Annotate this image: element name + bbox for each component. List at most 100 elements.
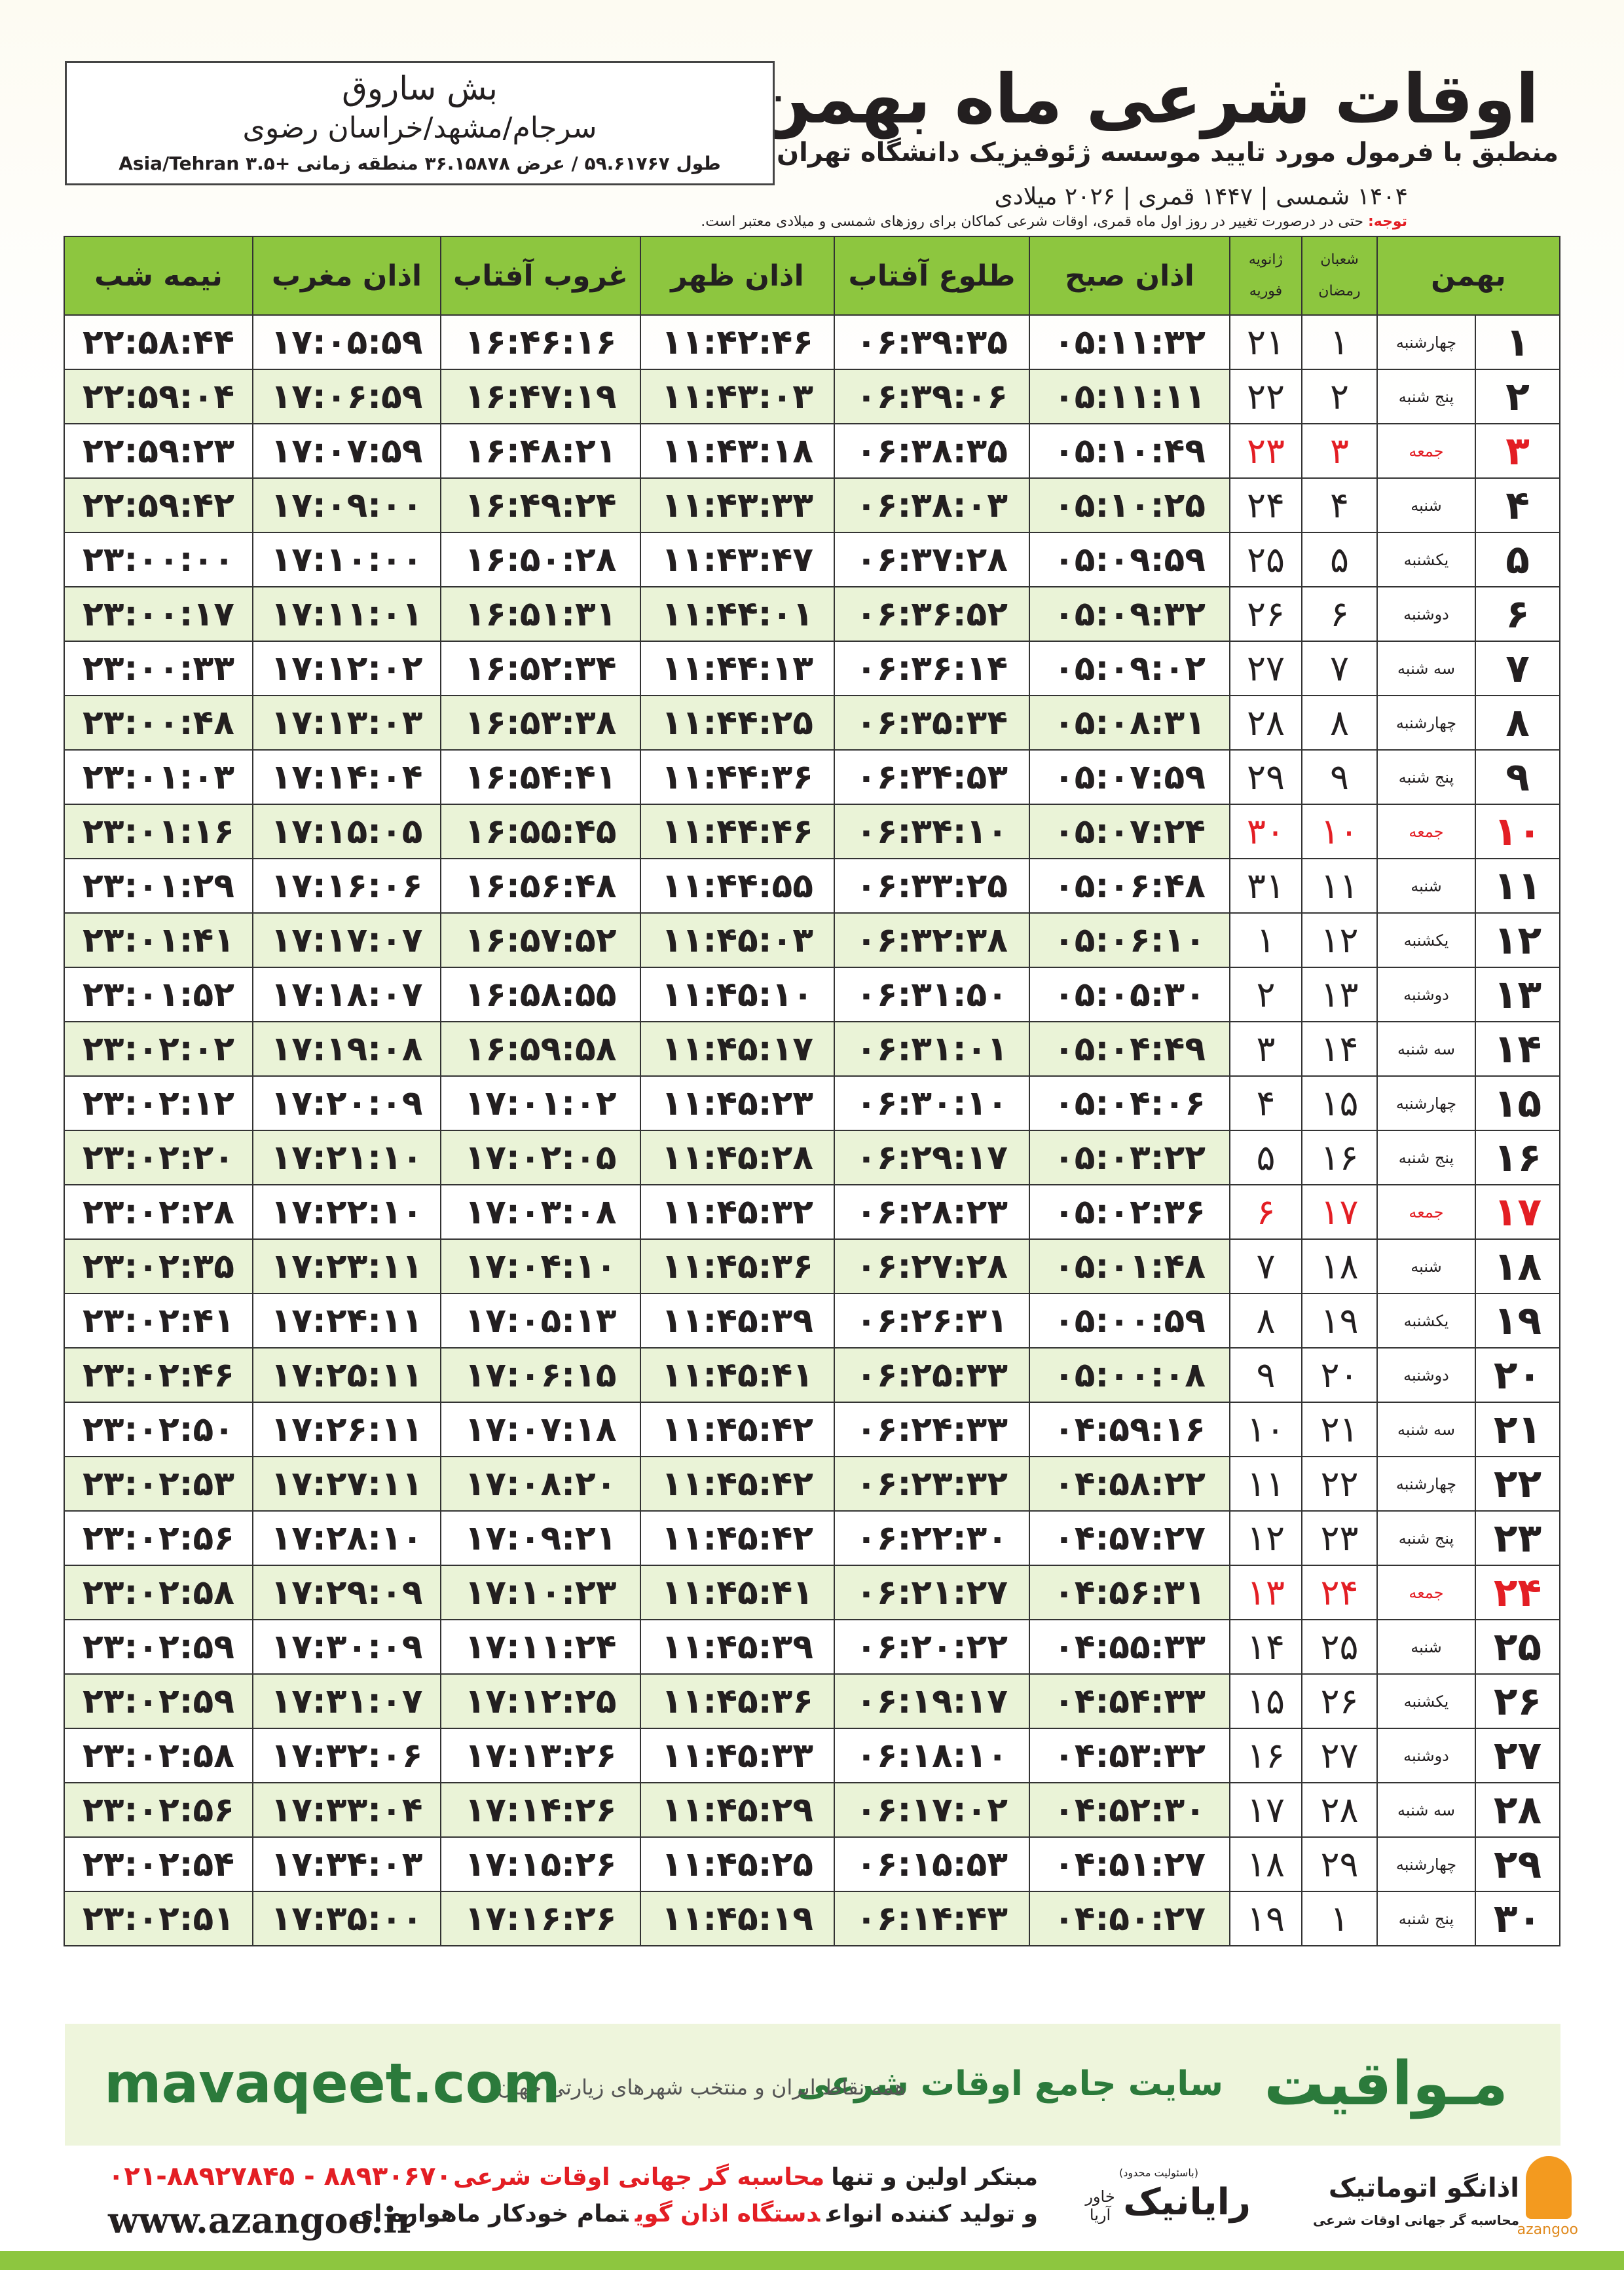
text: و تولید کننده انواع bbox=[826, 2201, 1038, 2227]
cell: ۲۹ bbox=[1475, 1836, 1560, 1892]
cell: ۱۱:۴۳:۴۷ bbox=[639, 532, 835, 587]
cell: ۱۶ bbox=[1475, 1130, 1560, 1185]
cell: ۲۸ bbox=[1301, 1782, 1378, 1838]
cell: ۱۱:۴۴:۰۱ bbox=[639, 586, 835, 642]
cell: ۲۴ bbox=[1475, 1565, 1560, 1620]
cell: ۱۷:۱۶:۰۶ bbox=[251, 858, 441, 914]
cell: ۱۴ bbox=[1228, 1619, 1302, 1675]
header-text: اذان ظهر bbox=[671, 259, 804, 293]
site-url[interactable]: mavaqeet.com bbox=[104, 2051, 561, 2115]
cell: ۰۵:۰۶:۱۰ bbox=[1028, 912, 1230, 968]
cell: چهارشنبه bbox=[1376, 314, 1477, 370]
table-row: ۱۱ شنبه ۱۱ ۳۱ ۰۵:۰۶:۴۸ ۰۶:۳۳:۲۵ ۱۱:۴۴:۵۵ ۱۶:۵۶:… bbox=[63, 858, 1560, 914]
cell: ۰۶:۲۲:۳۰ bbox=[833, 1510, 1030, 1566]
cell: ۱۰ bbox=[1301, 804, 1378, 859]
cell: چهارشنبه bbox=[1376, 695, 1477, 751]
cell: ۱۷:۱۳:۰۳ bbox=[251, 695, 441, 751]
cell: ۱۱:۴۵:۲۹ bbox=[639, 1782, 835, 1838]
text: مبتکر اولین و تنها bbox=[831, 2164, 1038, 2191]
cell: ۱۶:۵۵:۴۵ bbox=[439, 804, 641, 859]
cell: ۰۶:۳۸:۰۳ bbox=[833, 477, 1030, 533]
cell: ۰۶:۳۸:۳۵ bbox=[833, 423, 1030, 479]
cell: ۱۱:۴۵:۱۹ bbox=[639, 1891, 835, 1946]
table-row: ۱ چهارشنبه ۱ ۲۱ ۰۵:۱۱:۳۲ ۰۶:۳۹:۳۵ ۱۱:۴۲:۴۶ ۱۶:۴… bbox=[63, 314, 1560, 370]
column-header: اذان صبح bbox=[1028, 236, 1230, 316]
cell: ۱ bbox=[1301, 1891, 1378, 1946]
column-header: شعبان رمضان bbox=[1301, 236, 1378, 316]
cell: دوشنبه bbox=[1376, 586, 1477, 642]
cell: ۲۳:۰۰:۴۸ bbox=[63, 695, 253, 751]
cell: ۵ bbox=[1228, 1130, 1302, 1185]
header-text: اذان صبح bbox=[1065, 259, 1194, 293]
cell: ۰۴:۵۹:۱۶ bbox=[1028, 1402, 1230, 1457]
cell: ۲۹ bbox=[1301, 1836, 1378, 1892]
cell: ۱۷ bbox=[1475, 1184, 1560, 1240]
logo-azangoo-sub: محاسبه گر جهانی اوقات شرعی bbox=[1312, 2212, 1519, 2228]
column-header: ژانویه فوریه bbox=[1228, 236, 1302, 316]
cell: ۲۸ bbox=[1228, 695, 1302, 751]
header-text: غروب آفتاب bbox=[453, 259, 628, 293]
cell: ۲۶ bbox=[1301, 1673, 1378, 1729]
cell: ۱۱:۴۲:۴۶ bbox=[639, 314, 835, 370]
cell: ۱۷:۰۷:۱۸ bbox=[439, 1402, 641, 1457]
cell: ۰۵:۰۹:۵۹ bbox=[1028, 532, 1230, 587]
header-text: نیمه شب bbox=[94, 259, 223, 293]
table-row: ۴ شنبه ۴ ۲۴ ۰۵:۱۰:۲۵ ۰۶:۳۸:۰۳ ۱۱:۴۳:۳۳ ۱۶:۴۹:۲۴… bbox=[63, 477, 1560, 533]
cell: ۱۷:۲۳:۱۱ bbox=[251, 1238, 441, 1294]
web-url[interactable]: www.azangoo.ir bbox=[108, 2199, 416, 2241]
table-row: ۱۷ جمعه ۱۷ ۶ ۰۵:۰۲:۳۶ ۰۶:۲۸:۲۳ ۱۱:۴۵:۳۲ ۱۷:۰۳:۰… bbox=[63, 1184, 1560, 1240]
cell: ۲۳:۰۲:۰۲ bbox=[63, 1021, 253, 1077]
cell: ۳۰ bbox=[1228, 804, 1302, 859]
cell: ۰۶:۳۶:۱۴ bbox=[833, 641, 1030, 696]
cell: ۱۲ bbox=[1475, 912, 1560, 968]
cell: ۰۵:۰۹:۳۲ bbox=[1028, 586, 1230, 642]
table-row: ۱۲ یکشنبه ۱۲ ۱ ۰۵:۰۶:۱۰ ۰۶:۳۲:۳۸ ۱۱:۴۵:۰۳ ۱۶:۵۷… bbox=[63, 912, 1560, 968]
table-row: ۲۸ سه شنبه ۲۸ ۱۷ ۰۴:۵۲:۳۰ ۰۶:۱۷:۰۲ ۱۱:۴۵:۲۹ ۱۷:… bbox=[63, 1782, 1560, 1838]
cell: ۸ bbox=[1228, 1293, 1302, 1349]
cell: ۱ bbox=[1301, 314, 1378, 370]
cell: شنبه bbox=[1376, 477, 1477, 533]
cell: ۱۶:۵۳:۳۸ bbox=[439, 695, 641, 751]
cell: ۱۷:۳۲:۰۶ bbox=[251, 1728, 441, 1783]
cell: ۰۵:۰۰:۵۹ bbox=[1028, 1293, 1230, 1349]
cell: ۰۴:۵۲:۳۰ bbox=[1028, 1782, 1230, 1838]
scope: همه نقاط ایران و منتخب شهرهای زیارتی جها… bbox=[497, 2075, 906, 2100]
cell: ۲۳:۰۰:۱۷ bbox=[63, 586, 253, 642]
cell: ۱ bbox=[1228, 912, 1302, 968]
cell: ۴ bbox=[1301, 477, 1378, 533]
table-row: ۲۷ دوشنبه ۲۷ ۱۶ ۰۴:۵۳:۳۲ ۰۶:۱۸:۱۰ ۱۱:۴۵:۳۳ ۱۷:۱… bbox=[63, 1728, 1560, 1783]
cell: ۰۴:۵۳:۳۲ bbox=[1028, 1728, 1230, 1783]
table-row: ۳۰ پنج شنبه ۱ ۱۹ ۰۴:۵۰:۲۷ ۰۶:۱۴:۴۳ ۱۱:۴۵:۱۹ ۱۷:… bbox=[63, 1891, 1560, 1946]
cell: ۰۴:۵۰:۲۷ bbox=[1028, 1891, 1230, 1946]
cell: پنج شنبه bbox=[1376, 1891, 1477, 1946]
cell: ۱۷:۳۴:۰۳ bbox=[251, 1836, 441, 1892]
brand: مـواقیت bbox=[1264, 2049, 1508, 2119]
cell: ۲۵ bbox=[1301, 1619, 1378, 1675]
cell: ۱۱:۴۴:۳۶ bbox=[639, 749, 835, 805]
cell: ۱۷:۲۸:۱۰ bbox=[251, 1510, 441, 1566]
cell: ۳۰ bbox=[1475, 1891, 1560, 1946]
cell: ۰۵:۱۰:۲۵ bbox=[1028, 477, 1230, 533]
cell: ۷ bbox=[1301, 641, 1378, 696]
cell: ۰۶:۳۹:۰۶ bbox=[833, 369, 1030, 424]
cell: ۱۷:۰۶:۵۹ bbox=[251, 369, 441, 424]
cell: ۱۶:۴۷:۱۹ bbox=[439, 369, 641, 424]
cell: ۲۳ bbox=[1228, 423, 1302, 479]
cell: ۱۱ bbox=[1228, 1456, 1302, 1512]
cell: ۹ bbox=[1475, 749, 1560, 805]
cell: ۲۴ bbox=[1228, 477, 1302, 533]
cell: ۱۱:۴۵:۳۶ bbox=[639, 1238, 835, 1294]
cell: ۱۱:۴۵:۰۳ bbox=[639, 912, 835, 968]
cell: ۰۶:۳۶:۵۲ bbox=[833, 586, 1030, 642]
table-row: ۷ سه شنبه ۷ ۲۷ ۰۵:۰۹:۰۲ ۰۶:۳۶:۱۴ ۱۱:۴۴:۱۳ ۱۶:۵۲… bbox=[63, 641, 1560, 696]
cell: ۱۸ bbox=[1301, 1238, 1378, 1294]
cell: ۱۱:۴۵:۲۵ bbox=[639, 1836, 835, 1892]
cell: ۱۶:۵۰:۲۸ bbox=[439, 532, 641, 587]
cell: ۱۷:۲۷:۱۱ bbox=[251, 1456, 441, 1512]
cell: ۲۵ bbox=[1228, 532, 1302, 587]
cell: دوشنبه bbox=[1376, 1347, 1477, 1403]
text: تمام خودکار ماهواره ای bbox=[352, 2201, 629, 2227]
header-text: رمضان bbox=[1318, 283, 1361, 299]
cell: ۰۵:۰۳:۲۲ bbox=[1028, 1130, 1230, 1185]
